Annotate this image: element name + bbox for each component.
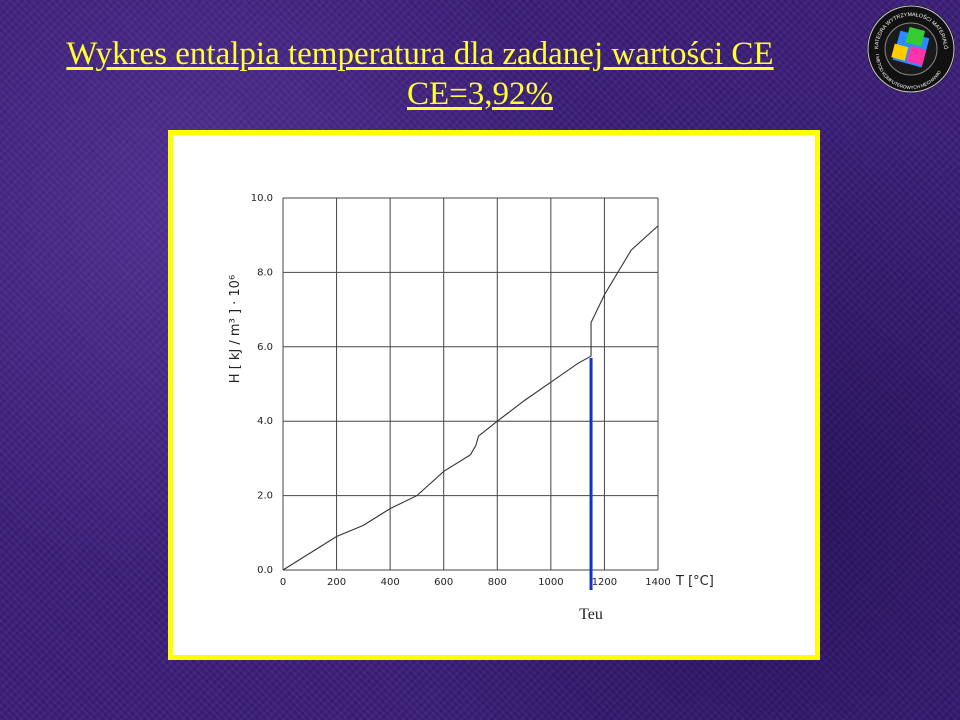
y-tick-label: 2.0: [257, 491, 273, 502]
y-tick-label: 6.0: [257, 342, 273, 353]
enthalpy-temperature-chart: 0 200 400 600 800 1000 1200 1400 0.0 2.0 4.0 6.0 8.0…: [228, 193, 714, 623]
x-tick-label: 800: [488, 577, 507, 588]
x-tick-label: 200: [327, 577, 346, 588]
x-tick-label: 0: [280, 577, 286, 588]
series-line-0: [282, 225, 659, 571]
y-axis-label: H [ kJ / m³ ] · 10⁶: [228, 275, 243, 383]
x-tick-label: 600: [434, 577, 453, 588]
y-tick-label: 8.0: [257, 267, 273, 278]
y-tick-label: 0.0: [257, 565, 273, 576]
y-tick-label: 4.0: [257, 416, 273, 427]
x-tick-label: 1400: [645, 577, 670, 588]
x-tick-label: 400: [381, 577, 400, 588]
teu-label: Teu: [579, 606, 603, 623]
x-tick-label: 1200: [592, 577, 617, 588]
x-tick-label: 1000: [538, 577, 563, 588]
slide-title: Wykres entalpia temperatura dla zadanej …: [66, 36, 774, 72]
chart-frame: 0 200 400 600 800 1000 1200 1400 0.0 2.0 4.0 6.0 8.0…: [168, 130, 820, 660]
y-tick-label: 10.0: [251, 193, 273, 204]
university-department-seal-icon: KATEDRA WYTRZYMAŁOŚCI MATERIAŁÓW I METOD…: [866, 4, 955, 93]
slide-subtitle: CE=3,92%: [406, 76, 554, 112]
x-axis-label: T [°C]: [675, 574, 714, 589]
